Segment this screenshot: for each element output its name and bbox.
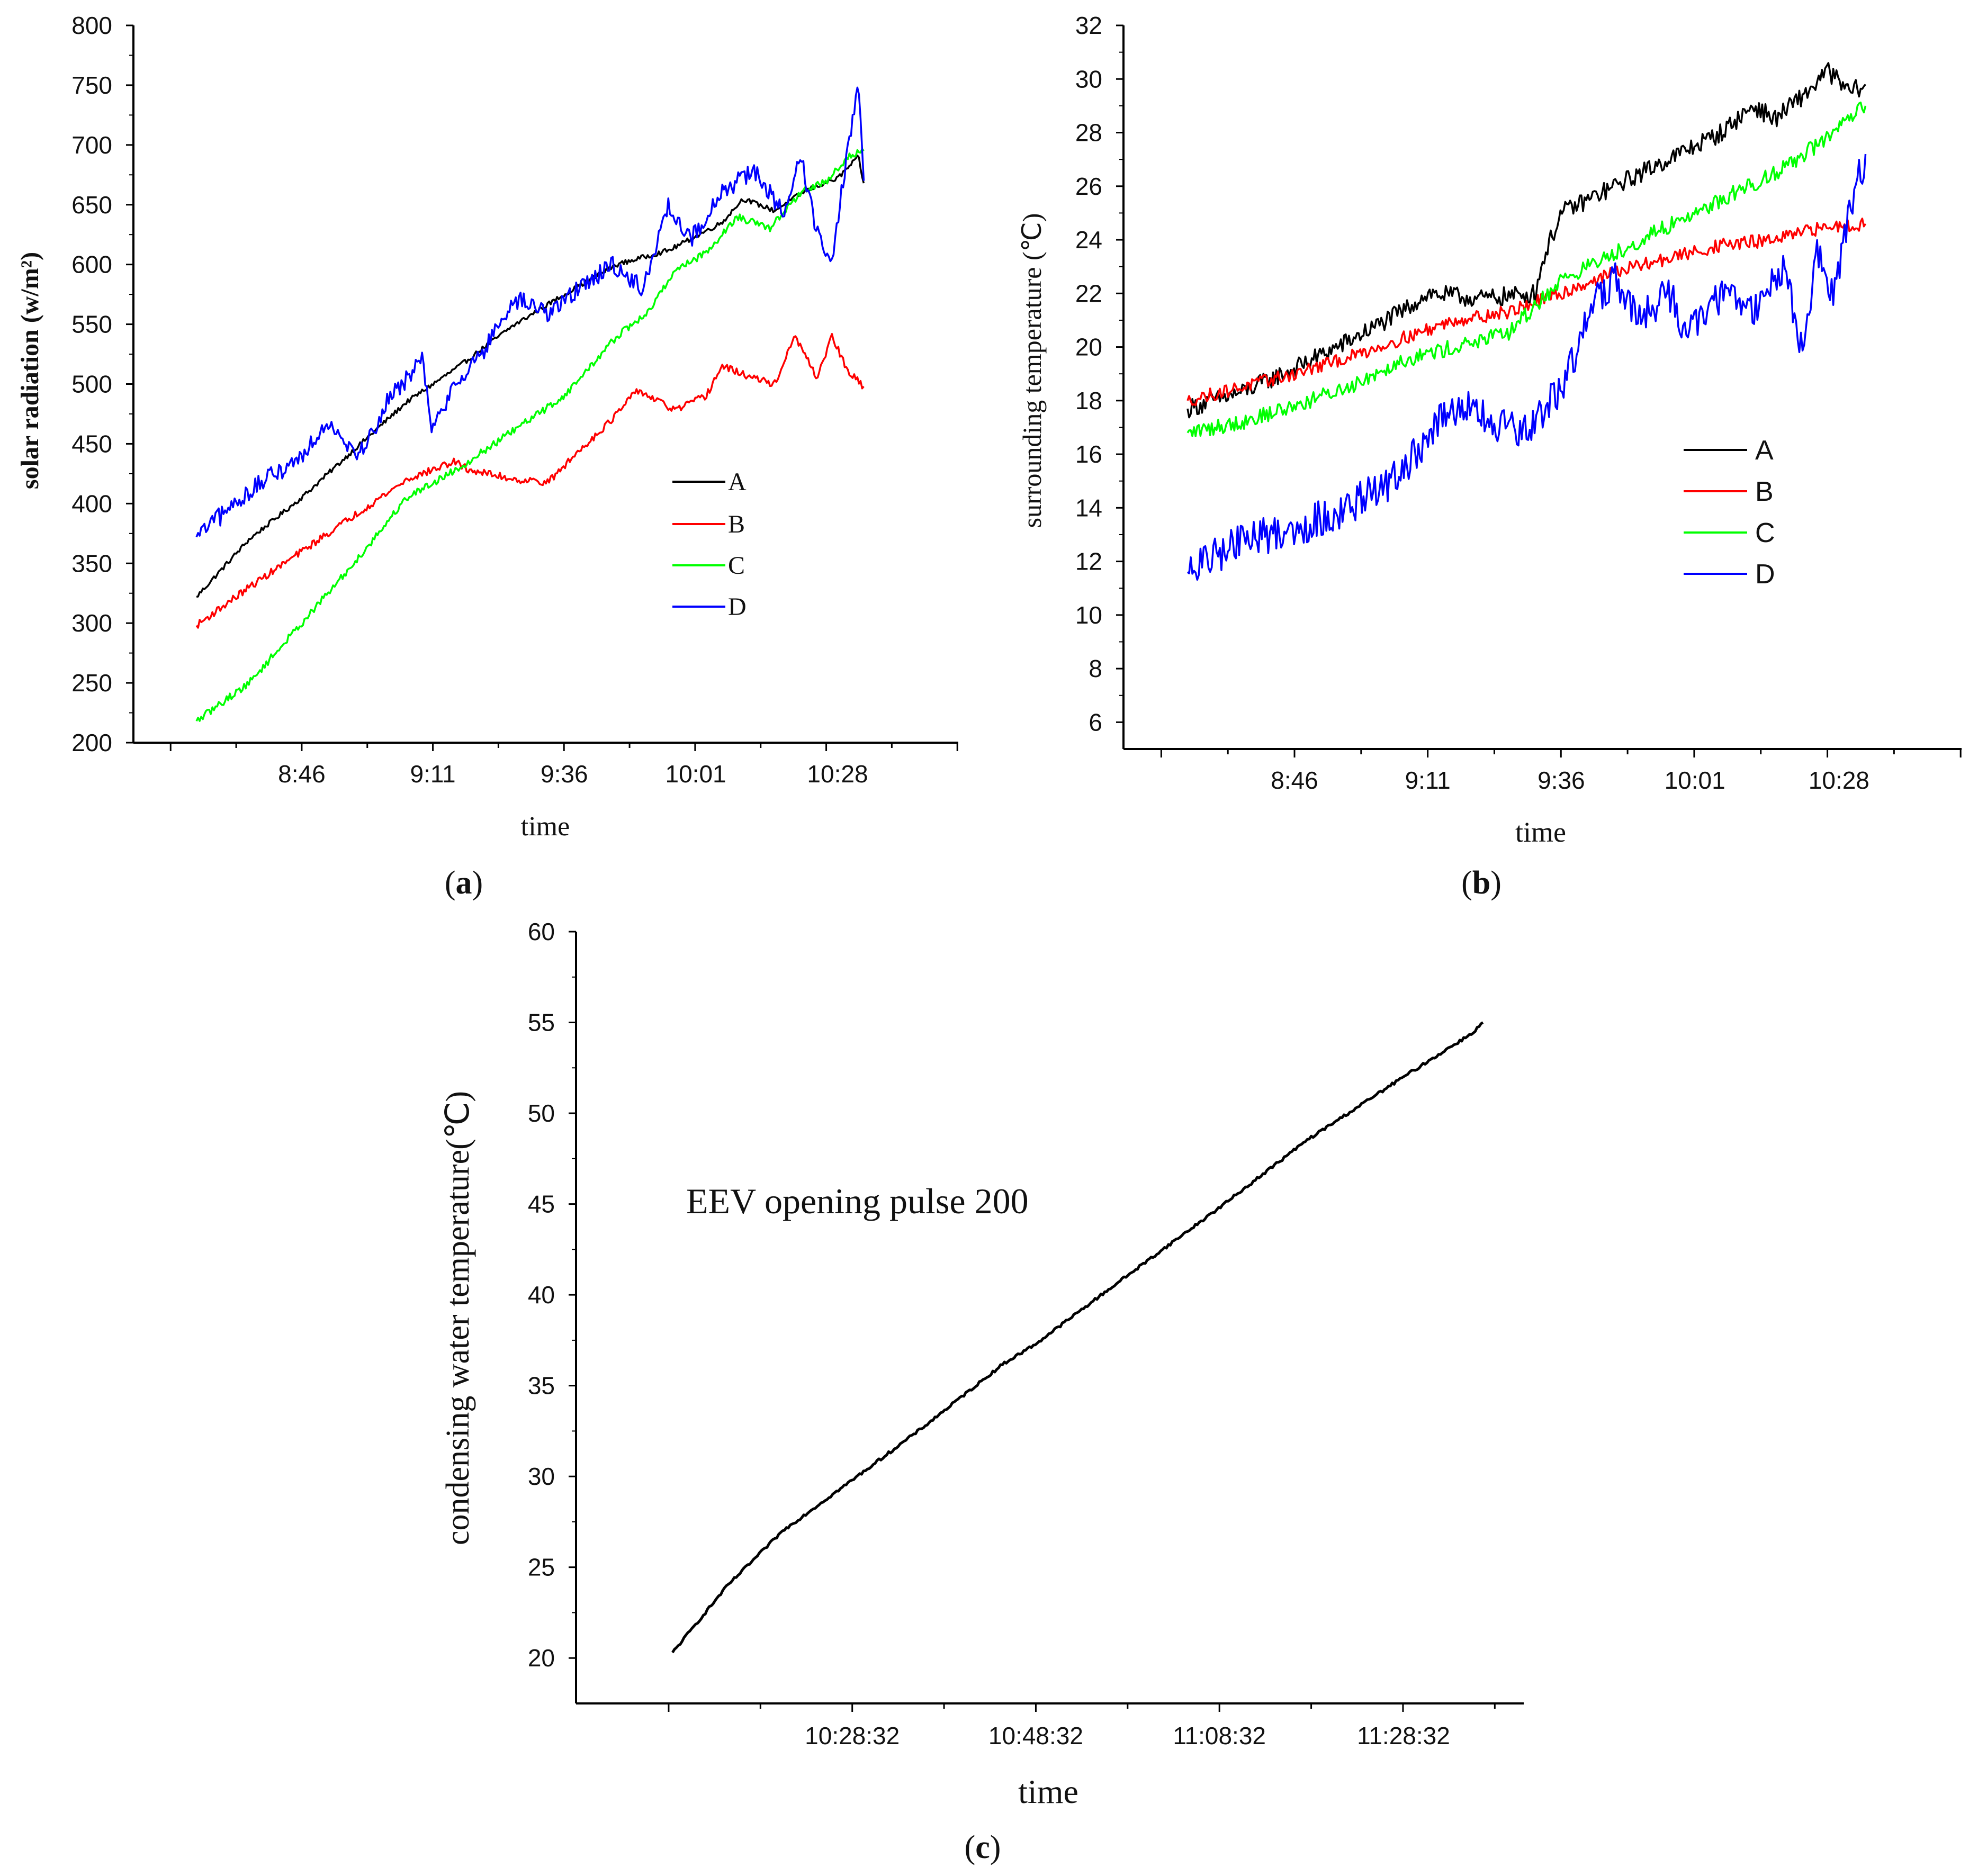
panel-c-label: (c): [965, 1829, 1001, 1865]
y-tick-label: 50: [528, 1099, 555, 1127]
x-tick-label: 10:48:32: [988, 1722, 1083, 1749]
panel-a-legend-label-b: B: [728, 510, 745, 538]
panel-b-legend-label-b: B: [1755, 476, 1774, 507]
panel-b-legend: A B C D: [1684, 435, 1775, 590]
panel-b-legend-label-c: C: [1755, 518, 1775, 548]
panel-a-y-ticks: 200 250 300 350 400 450 500 550 600 650 700 750 800: [71, 12, 133, 756]
x-tick-label: 8:46: [278, 760, 326, 788]
y-tick-label: 300: [71, 609, 112, 637]
panel-b-x-ticks: 8:46 9:11 9:36 10:01 10:28: [1160, 749, 1962, 794]
y-tick-label: 12: [1075, 548, 1102, 575]
panel-c-x-axis-title: time: [1018, 1773, 1078, 1810]
series-line-d: [1186, 154, 1867, 581]
y-tick-label: 10: [1075, 601, 1102, 629]
y-tick-label: 200: [71, 729, 112, 756]
panel-c-condensing-water-chart: 20 25 30 35 40 45 50 55 60 10:28:32 10:48:32 11:08…: [440, 918, 1524, 1865]
y-tick-label: 30: [528, 1463, 555, 1490]
x-tick-label: 10:28:32: [805, 1722, 900, 1749]
y-tick-label: 400: [71, 490, 112, 517]
y-tick-label: 55: [528, 1009, 555, 1036]
panel-a-x-axis-title: time: [521, 811, 570, 842]
panel-c-plot-area: [671, 1021, 1484, 1654]
y-tick-label: 25: [528, 1554, 555, 1581]
x-tick-label: 10:01: [666, 760, 726, 788]
x-tick-label: 8:46: [1271, 766, 1318, 794]
y-tick-label: 8: [1089, 655, 1102, 682]
y-tick-label: 350: [71, 549, 112, 577]
y-tick-label: 800: [71, 12, 112, 39]
y-tick-label: 35: [528, 1372, 555, 1400]
panel-b-label: (b): [1461, 865, 1502, 901]
panel-b-legend-label-a: A: [1755, 435, 1774, 466]
y-tick-label: 20: [528, 1644, 555, 1672]
x-tick-label: 11:28:32: [1357, 1722, 1450, 1749]
x-tick-label: 10:28: [807, 760, 868, 788]
panel-c-annotation: EEV opening pulse 200: [686, 1181, 1029, 1221]
panel-c-y-axis-title: condensing water temperature(℃): [440, 1091, 476, 1545]
panel-a-label: (a): [445, 865, 483, 901]
y-tick-label: 22: [1075, 279, 1102, 307]
x-tick-label: 9:11: [1405, 766, 1451, 794]
x-tick-label: 11:08:32: [1173, 1722, 1266, 1749]
y-tick-label: 16: [1075, 440, 1102, 468]
panel-b-x-axis-title: time: [1515, 816, 1566, 848]
panel-b-legend-label-d: D: [1755, 559, 1775, 590]
y-tick-label: 40: [528, 1281, 555, 1309]
y-tick-label: 26: [1075, 173, 1102, 200]
y-tick-label: 600: [71, 251, 112, 278]
series-line-c: [1186, 101, 1867, 437]
y-tick-label: 24: [1075, 226, 1102, 254]
series-line-a: [1186, 62, 1866, 419]
panel-b-y-axis-title: surrounding temperature (℃): [1017, 213, 1047, 528]
x-tick-label: 10:28: [1809, 766, 1869, 794]
y-tick-label: 14: [1075, 494, 1102, 521]
panel-c-x-ticks: 10:28:32 10:48:32 11:08:32 11:28:32: [668, 1703, 1496, 1749]
y-tick-label: 750: [71, 71, 112, 99]
series-line-b: [1186, 218, 1867, 407]
panel-a-y-axis-title: solar radiation (w/m²): [16, 252, 44, 489]
series-line-a: [196, 155, 865, 598]
y-tick-label: 28: [1075, 119, 1102, 147]
panel-c-y-ticks: 20 25 30 35 40 45 50 55 60: [528, 918, 576, 1672]
panel-b-surrounding-temperature-chart: 6 8 10 12 14 16 18 20 22 24 26 28 30 32 8:46 9:11 9:36 1…: [1017, 12, 1962, 901]
series-line-c: [195, 148, 865, 722]
panel-a-legend: A B C D: [672, 468, 747, 621]
panel-b-y-ticks: 6 8 10 12 14 16 18 20 22 24 26 28 30 32: [1075, 12, 1123, 736]
y-tick-label: 32: [1075, 12, 1102, 39]
y-tick-label: 20: [1075, 333, 1102, 361]
y-tick-label: 250: [71, 669, 112, 697]
y-tick-label: 550: [71, 311, 112, 338]
series-line-d: [195, 86, 865, 538]
x-tick-label: 9:36: [541, 760, 588, 788]
panel-a-plot-area: [195, 86, 865, 722]
y-tick-label: 500: [71, 371, 112, 398]
x-tick-label: 9:36: [1538, 766, 1585, 794]
x-tick-label: 9:11: [410, 760, 456, 788]
series-line-b: [195, 333, 865, 629]
panel-a-x-ticks: 8:46 9:11 9:36 10:01 10:28: [169, 743, 958, 788]
y-tick-label: 650: [71, 191, 112, 219]
y-tick-label: 700: [71, 131, 112, 159]
panel-a-legend-label-c: C: [728, 552, 745, 580]
y-tick-label: 60: [528, 918, 555, 945]
panel-a-solar-radiation-chart: 200250300350400450500550600650700750800 …: [16, 12, 958, 901]
panel-a-legend-label-a: A: [728, 468, 747, 496]
panel-b-plot-area: [1186, 62, 1867, 581]
series-line-condensing-water: [671, 1021, 1484, 1654]
y-tick-label: 18: [1075, 387, 1102, 414]
y-tick-label: 30: [1075, 65, 1102, 93]
panel-a-legend-label-d: D: [728, 593, 747, 621]
y-tick-label: 45: [528, 1190, 555, 1218]
y-tick-label: 6: [1089, 708, 1102, 736]
x-tick-label: 10:01: [1665, 766, 1725, 794]
y-tick-label: 450: [71, 430, 112, 457]
